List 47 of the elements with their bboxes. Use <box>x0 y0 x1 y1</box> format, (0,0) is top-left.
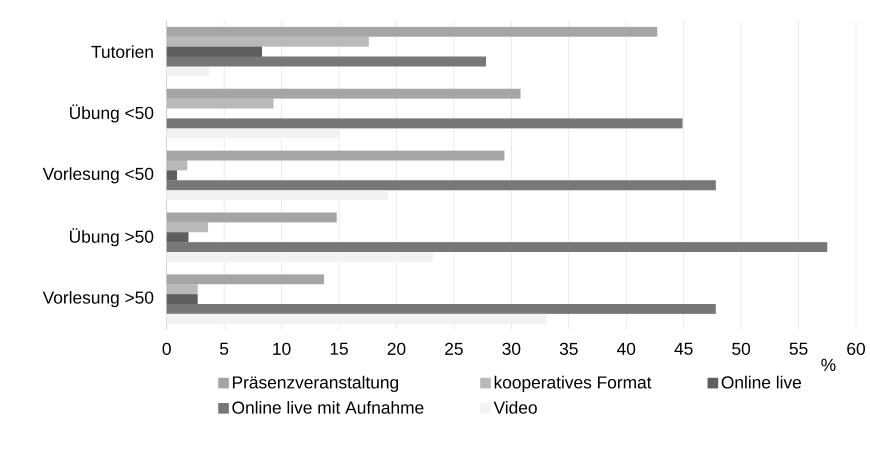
bar <box>166 304 716 314</box>
legend-label: Video <box>494 401 537 414</box>
bar <box>166 56 486 66</box>
legend-label: Online live <box>722 376 801 389</box>
x-tick-label: 30 <box>502 342 520 355</box>
bar <box>166 46 262 57</box>
bar <box>166 128 340 138</box>
bar <box>166 212 337 222</box>
bar <box>166 170 178 180</box>
x-tick-label: 45 <box>674 342 693 355</box>
x-tick-label: 5 <box>220 342 228 355</box>
bar <box>166 274 324 284</box>
x-tick-label: 15 <box>330 342 348 355</box>
x-tick-label: 55 <box>790 342 808 355</box>
x-tick-label: 20 <box>388 342 406 355</box>
bar <box>166 150 504 160</box>
x-tick-label: 10 <box>273 342 291 355</box>
legend-label: kooperatives Format <box>494 376 652 392</box>
bar <box>166 66 210 76</box>
bar <box>166 222 208 232</box>
y-tick-label: Übung >50 <box>70 228 154 246</box>
bar <box>166 26 658 37</box>
y-tick-label: Übung <50 <box>70 104 154 123</box>
y-tick-label: Vorlesung >50 <box>42 290 154 308</box>
bar <box>166 294 198 304</box>
bar <box>166 160 188 170</box>
x-tick-label: 50 <box>732 342 750 355</box>
legend-label: Online live mit Aufnahme <box>232 401 424 414</box>
legend-label: Präsenzveranstaltung <box>232 376 398 392</box>
y-tick-label: Vorlesung <50 <box>42 167 154 184</box>
bar <box>166 252 434 262</box>
bar <box>166 180 716 190</box>
x-axis-title: % <box>821 358 836 371</box>
x-tick-label: 60 <box>847 342 865 355</box>
bar <box>166 36 369 47</box>
bar <box>166 190 388 200</box>
bar <box>166 232 188 242</box>
bar <box>166 314 547 324</box>
x-tick-label: 25 <box>445 342 463 355</box>
bar <box>166 88 521 99</box>
y-tick-label: Tutorien <box>91 45 153 58</box>
x-tick-label: 40 <box>616 342 636 355</box>
bar <box>166 242 828 252</box>
x-tick-label: 35 <box>560 342 578 355</box>
x-tick-label: 0 <box>162 342 171 355</box>
bar <box>166 284 198 294</box>
bar <box>166 118 683 128</box>
